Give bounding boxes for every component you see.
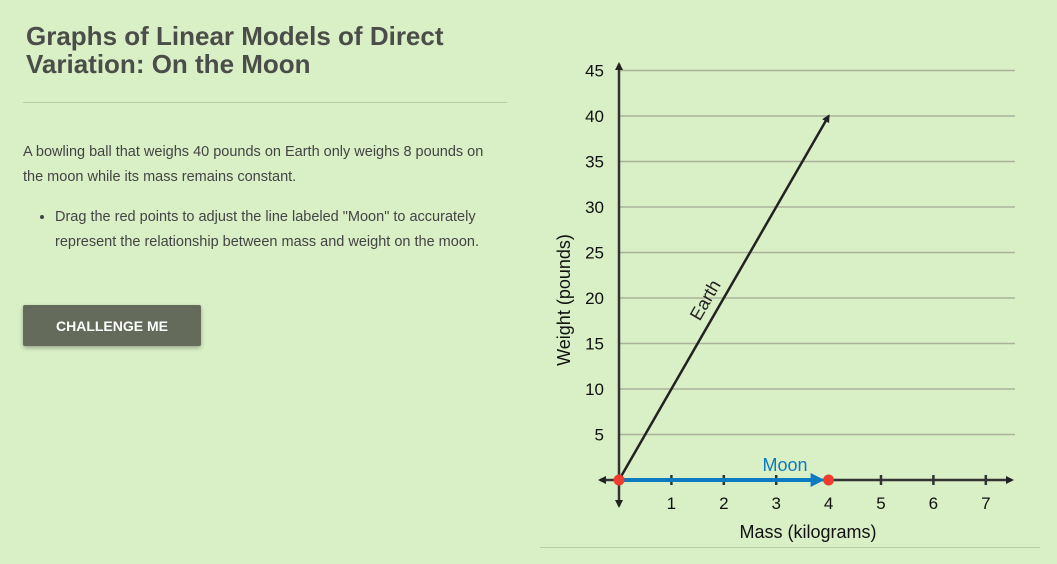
y-tick-label: 40	[585, 107, 604, 126]
y-tick-label: 15	[585, 335, 604, 354]
x-tick-label: 3	[771, 494, 780, 513]
earth-line	[617, 114, 830, 481]
draggable-point[interactable]	[823, 474, 835, 486]
y-axis-label: Weight (pounds)	[554, 234, 574, 366]
problem-text: A bowling ball that weighs 40 pounds on …	[23, 144, 484, 185]
y-tick-label: 5	[595, 426, 604, 445]
title-divider	[23, 102, 507, 103]
x-axis-label: Mass (kilograms)	[739, 522, 876, 542]
y-tick-label: 10	[585, 380, 604, 399]
y-tick-label: 20	[585, 289, 604, 308]
draggable-point[interactable]	[613, 474, 625, 486]
y-tick-label: 45	[585, 62, 604, 81]
earth-label: Earth	[686, 276, 725, 323]
challenge-me-button[interactable]: CHALLENGE ME	[23, 305, 201, 346]
y-tick-label: 30	[585, 198, 604, 217]
instruction-item: Drag the red points to adjust the line l…	[55, 205, 493, 255]
x-tick-label: 7	[981, 494, 990, 513]
bottom-divider	[540, 547, 1040, 548]
moon-label: Moon	[762, 455, 807, 475]
instructions-list: Drag the red points to adjust the line l…	[23, 205, 493, 255]
x-tick-label: 1	[667, 494, 676, 513]
y-tick-label: 35	[585, 153, 604, 172]
page-title: Graphs of Linear Models of Direct Variat…	[26, 21, 444, 79]
x-tick-label: 4	[824, 494, 833, 513]
x-tick-label: 5	[876, 494, 885, 513]
x-tick-label: 6	[929, 494, 938, 513]
x-tick-label: 2	[719, 494, 728, 513]
y-tick-label: 25	[585, 244, 604, 263]
